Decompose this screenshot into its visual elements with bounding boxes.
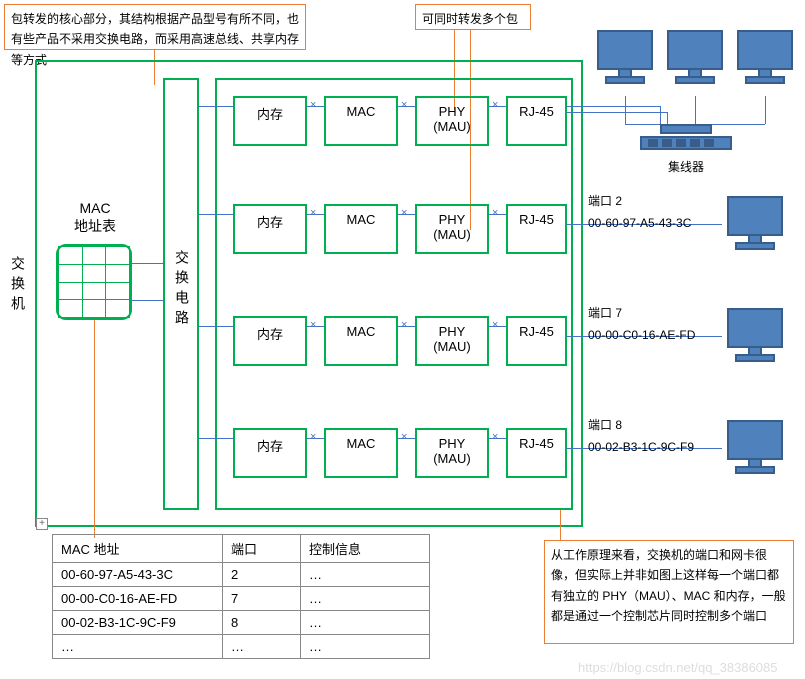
mac-table-label-l2: 地址表 bbox=[65, 216, 125, 236]
module-memory: 内存 bbox=[233, 428, 307, 478]
table-row: 00-00-C0-16-AE-FD7… bbox=[53, 587, 430, 611]
annotation-top-left-text: 包转发的核心部分，其结构根据产品型号有所不同，也有些产品不采用交换电路，而采用高… bbox=[11, 12, 299, 67]
computer-icon bbox=[725, 420, 785, 488]
annotation-bottom-right: 从工作原理来看，交换机的端口和网卡很像，但实际上并非如图上这样每一个端口都有独立… bbox=[544, 540, 794, 644]
module-phy: PHY(MAU) bbox=[415, 204, 489, 254]
module-mac: MAC bbox=[324, 96, 398, 146]
module-mac: MAC bbox=[324, 204, 398, 254]
computer-icon bbox=[665, 30, 725, 98]
mac-table-label: MAC 地址表 bbox=[65, 200, 125, 236]
module-memory: 内存 bbox=[233, 96, 307, 146]
mac-table-label-l1: MAC bbox=[65, 200, 125, 216]
hub-label: 集线器 bbox=[668, 158, 704, 175]
port-mac: 00-00-C0-16-AE-FD bbox=[588, 328, 695, 342]
annotation-top-right-text: 可同时转发多个包 bbox=[422, 12, 518, 26]
computer-icon bbox=[725, 196, 785, 264]
col-ctrl: 控制信息 bbox=[301, 535, 430, 563]
mac-address-table: MAC 地址 端口 控制信息 00-60-97-A5-43-3C2… 00-00… bbox=[52, 534, 430, 659]
module-phy: PHY(MAU) bbox=[415, 96, 489, 146]
col-port: 端口 bbox=[223, 535, 301, 563]
computer-icon bbox=[595, 30, 655, 98]
annotation-bottom-right-text: 从工作原理来看，交换机的端口和网卡很像，但实际上并非如图上这样每一个端口都有独立… bbox=[551, 548, 786, 623]
module-rj45: RJ-45 bbox=[506, 428, 567, 478]
table-row: ……… bbox=[53, 635, 430, 659]
table-header-row: MAC 地址 端口 控制信息 bbox=[53, 535, 430, 563]
module-memory: 内存 bbox=[233, 316, 307, 366]
module-rj45: RJ-45 bbox=[506, 204, 567, 254]
module-mac: MAC bbox=[324, 316, 398, 366]
table-row: 00-60-97-A5-43-3C2… bbox=[53, 563, 430, 587]
module-mac: MAC bbox=[324, 428, 398, 478]
module-rj45: RJ-45 bbox=[506, 96, 567, 146]
port-label: 端口 2 bbox=[588, 192, 622, 209]
port-mac: 00-02-B3-1C-9C-F9 bbox=[588, 440, 694, 454]
annotation-top-right: 可同时转发多个包 bbox=[415, 4, 531, 30]
switch-circuit-label: 交换电路 bbox=[172, 250, 192, 330]
expand-handle[interactable]: + bbox=[36, 518, 48, 530]
table-row: 00-02-B3-1C-9C-F98… bbox=[53, 611, 430, 635]
mac-table-shape bbox=[56, 244, 132, 320]
module-phy: PHY(MAU) bbox=[415, 428, 489, 478]
diagram-canvas: 包转发的核心部分，其结构根据产品型号有所不同，也有些产品不采用交换电路，而采用高… bbox=[0, 0, 805, 679]
module-rj45: RJ-45 bbox=[506, 316, 567, 366]
module-memory: 内存 bbox=[233, 204, 307, 254]
computer-icon bbox=[725, 308, 785, 376]
switch-label: 交换机 bbox=[8, 256, 28, 316]
module-phy: PHY(MAU) bbox=[415, 316, 489, 366]
port-label: 端口 8 bbox=[588, 416, 622, 433]
port-label: 端口 7 bbox=[588, 304, 622, 321]
watermark-text: https://blog.csdn.net/qq_38386085 bbox=[578, 660, 778, 675]
hub-icon bbox=[660, 124, 712, 134]
computer-icon bbox=[735, 30, 795, 98]
annotation-top-left: 包转发的核心部分，其结构根据产品型号有所不同，也有些产品不采用交换电路，而采用高… bbox=[4, 4, 306, 50]
port-mac: 00-60-97-A5-43-3C bbox=[588, 216, 691, 230]
col-mac: MAC 地址 bbox=[53, 535, 223, 563]
